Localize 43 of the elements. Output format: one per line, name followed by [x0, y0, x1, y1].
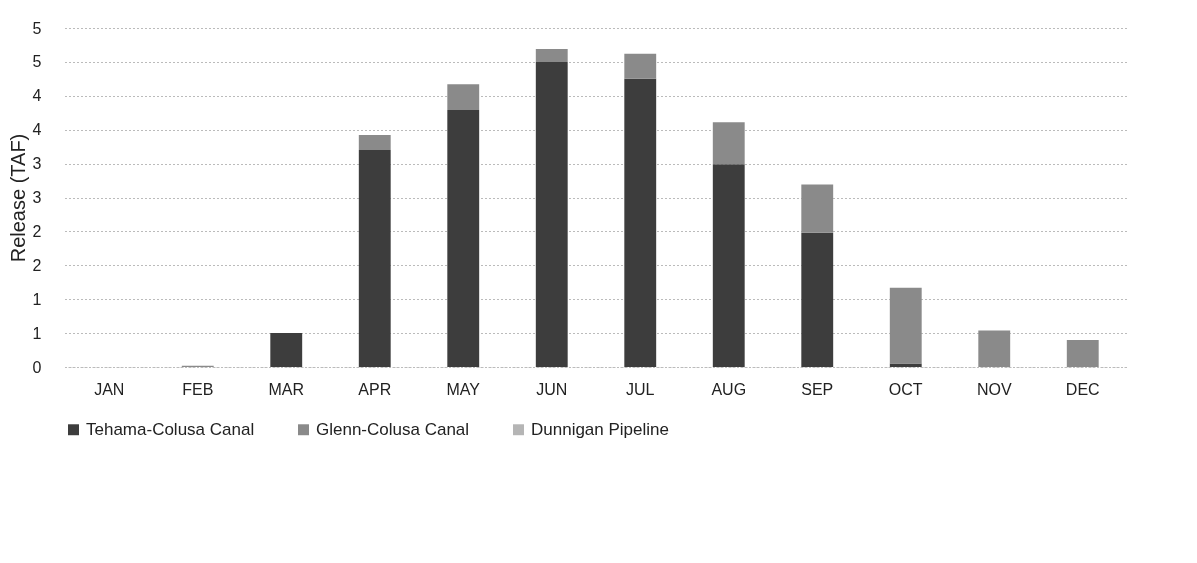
y-tick-label: 0 — [32, 358, 42, 376]
y-tick-label: 1 — [32, 324, 42, 342]
y-tick-label: 5 — [32, 19, 42, 37]
x-tick-label: OCT — [888, 380, 923, 398]
x-tick-label: JAN — [94, 380, 125, 398]
y-tick-label: 3 — [32, 155, 42, 173]
bar — [712, 122, 745, 165]
bar — [358, 135, 391, 151]
y-axis-title: Release (TAF) — [6, 133, 29, 263]
bar — [978, 330, 1011, 367]
y-tick-label: 4 — [32, 87, 42, 105]
x-tick-label: FEB — [182, 380, 214, 398]
bar — [270, 333, 303, 367]
x-tick-label: JUL — [626, 380, 655, 398]
bar — [1066, 339, 1099, 367]
legend-label: Tehama-Colusa Canal — [86, 419, 255, 439]
bar — [447, 84, 480, 111]
y-tick-label: 1 — [32, 290, 42, 308]
x-tick-label: DEC — [1065, 380, 1100, 398]
x-tick-label: NOV — [976, 380, 1012, 398]
x-tick-label: APR — [358, 380, 392, 398]
bar — [801, 184, 834, 233]
bar — [712, 164, 745, 367]
y-tick-label: 2 — [32, 222, 42, 240]
bar — [801, 232, 834, 367]
x-tick-label: MAR — [268, 380, 305, 398]
y-tick-label: 2 — [32, 256, 42, 274]
legend-label: Glenn-Colusa Canal — [316, 419, 470, 439]
y-tick-label: 5 — [32, 53, 42, 71]
bar — [535, 49, 568, 62]
y-tick-label: 3 — [32, 189, 42, 206]
bar — [889, 287, 922, 364]
legend-label: Dunnigan Pipeline — [531, 419, 669, 439]
bar — [535, 61, 568, 367]
y-tick-label: 4 — [32, 121, 42, 139]
bar — [624, 53, 657, 79]
bar — [358, 150, 391, 367]
x-tick-label: MAY — [446, 380, 481, 398]
x-tick-label: JUN — [536, 380, 568, 398]
bar — [624, 78, 657, 367]
x-tick-label: AUG — [711, 380, 747, 398]
x-tick-label: SEP — [801, 380, 834, 398]
bar — [447, 110, 480, 367]
